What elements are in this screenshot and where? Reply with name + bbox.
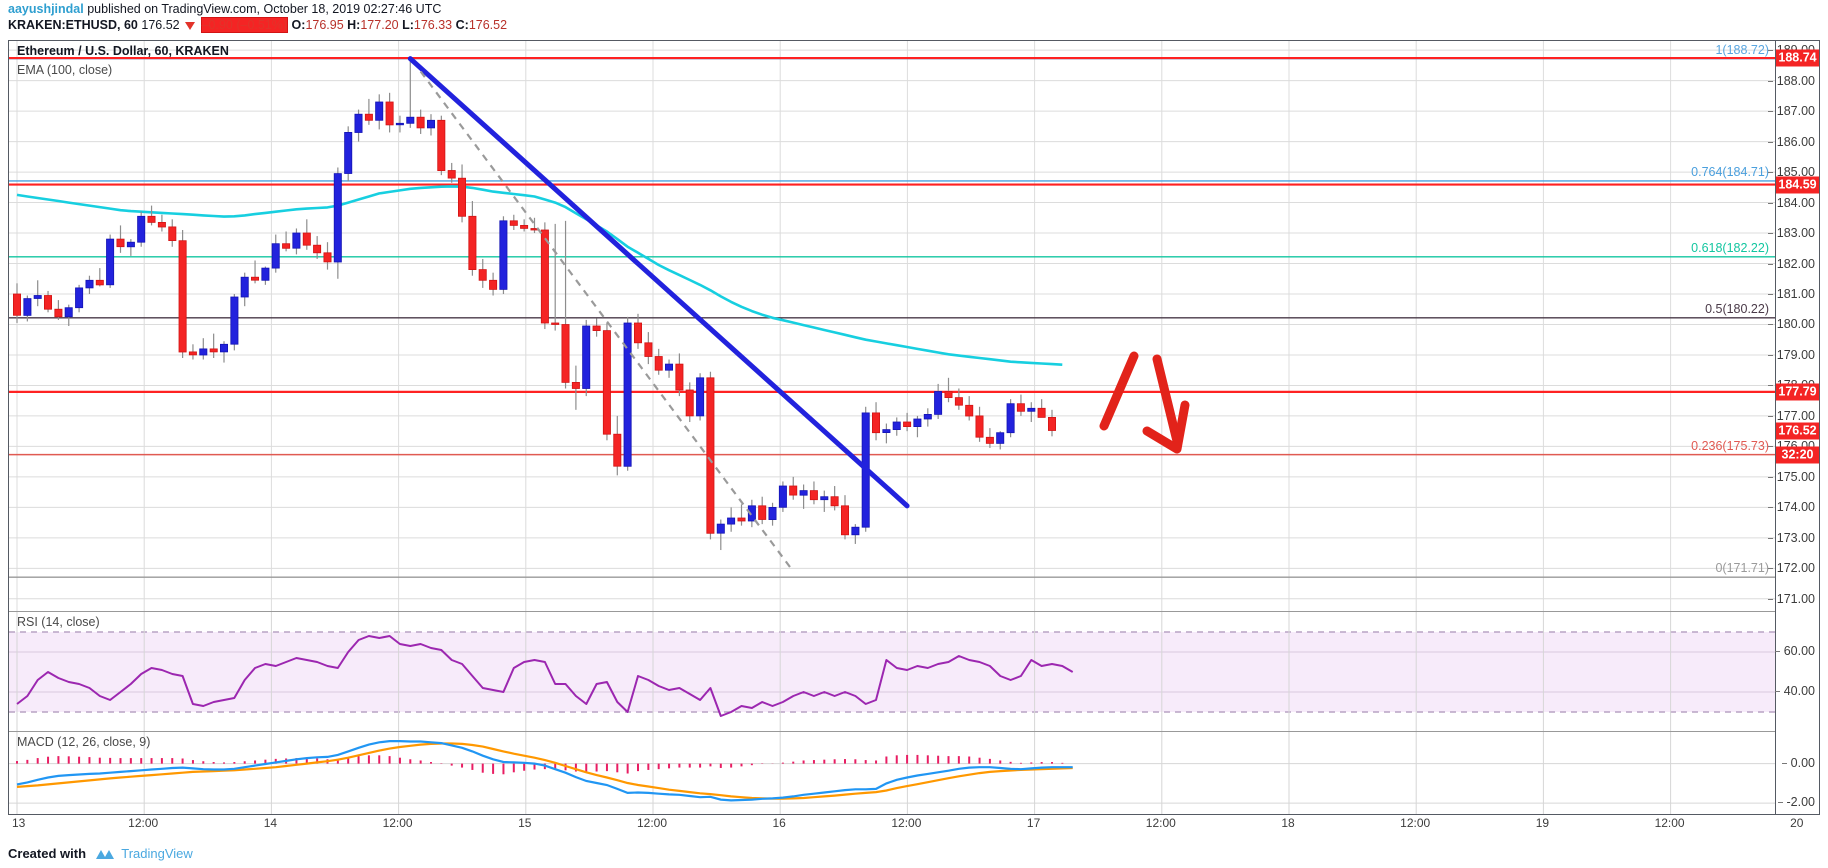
price-axis-tick: 187.00 [1767,104,1815,119]
time-axis-tick: 14 [263,816,278,830]
time-axis-tick: 18 [1281,816,1295,830]
last-price: 176.52 [141,18,180,32]
price-pane[interactable]: Ethereum / U.S. Dollar, 60, KRAKEN EMA (… [9,41,1777,611]
rsi-svg [9,612,1777,732]
close-value: 176.52 [468,18,508,32]
time-axis-tick: 12:00 [128,816,159,830]
author-name[interactable]: aayushjindal [8,2,84,16]
price-axis-tick: 171.00 [1767,591,1815,606]
time-axis-tick: 12:00 [382,816,413,830]
fib-level-label: 1(188.72) [1715,42,1769,57]
time-axis-tick: 12:00 [891,816,922,830]
publisher-line: aayushjindal published on TradingView.co… [8,2,441,16]
macd-svg [9,732,1777,814]
rsi-axis-tick: 60.00 [1774,644,1815,658]
price-change: –0.90 (–0.51%) [200,17,289,33]
time-axis-tick: 17 [1026,816,1041,830]
price-axis-tick: 179.00 [1767,347,1815,362]
rsi-study-label: RSI (14, close) [17,615,100,629]
open-value: 176.95 [305,18,344,32]
fib-level-label: 0.5(180.22) [1705,301,1769,316]
price-badge: 188.74 [1776,49,1819,67]
low-label: L: [402,18,414,32]
quote-line: KRAKEN:ETHUSD, 60 176.52 –0.90 (–0.51%) … [8,17,508,33]
footer: Created with TradingView [8,846,193,861]
triangle-down-icon [185,22,196,30]
high-value: 177.20 [360,18,399,32]
time-axis-tick: 13 [12,816,26,830]
macd-axis-tick: -2.00 [1777,795,1815,810]
fib-level-label: 0.618(182.22) [1691,240,1769,255]
plot-area[interactable]: Ethereum / U.S. Dollar, 60, KRAKEN EMA (… [9,41,1777,814]
rsi-pane[interactable]: RSI (14, close) [9,611,1777,732]
macd-pane[interactable]: MACD (12, 26, close, 9) [9,731,1777,814]
price-badge: 184.59 [1776,176,1819,194]
time-axis-tick: 12:00 [1145,816,1176,830]
chart-title: Ethereum / U.S. Dollar, 60, KRAKEN [17,44,229,58]
fib-level-label: 0(171.71) [1715,561,1769,576]
close-label: C: [455,18,469,32]
price-badge: 177.79 [1776,383,1819,401]
price-axis-tick: 181.00 [1767,286,1815,301]
time-axis-tick: 12:00 [636,816,668,830]
price-axis-tick: 185.00 [1767,165,1815,180]
price-scale[interactable]: 189.00188.00187.00186.00185.00184.00183.… [1767,41,1819,814]
tradingview-brand[interactable]: TradingView [121,846,193,861]
price-axis-tick: 180.00 [1767,317,1815,332]
symbol-label[interactable]: KRAKEN:ETHUSD, 60 [8,18,138,32]
price-badge: 176.52 [1776,422,1819,440]
macd-axis-tick: 0.00 [1781,755,1815,770]
ema-study-label: EMA (100, close) [17,63,113,77]
high-label: H: [347,18,361,32]
price-axis-tick: 172.00 [1767,561,1815,576]
price-axis-tick: 177.00 [1767,408,1815,423]
time-axis-tick: 12:00 [1400,816,1431,830]
created-with-label: Created with [8,846,87,861]
time-axis-tick: 20 [1790,816,1804,830]
time-axis-tick: 15 [518,816,532,830]
price-axis-tick: 173.00 [1767,530,1815,545]
price-axis-tick: 186.00 [1767,134,1815,149]
fib-level-label: 0.764(184.71) [1691,164,1769,179]
price-badge: 32:20 [1776,446,1819,464]
rsi-axis-tick: 40.00 [1774,684,1815,698]
open-label: O: [291,18,306,32]
low-value: 176.33 [413,18,453,32]
price-axis-tick: 175.00 [1767,469,1815,484]
price-svg [9,41,1777,611]
published-text: published on TradingView.com, October 18… [83,2,442,16]
time-axis-tick: 16 [772,816,786,830]
time-axis-tick: 12:00 [1654,816,1685,830]
price-axis-tick: 184.00 [1767,195,1815,210]
fib-level-label: 0.236(175.73) [1691,438,1769,453]
chart-frame[interactable]: Ethereum / U.S. Dollar, 60, KRAKEN EMA (… [8,40,1820,815]
time-axis[interactable]: 13 12:00 14 12:00 15 12:00 16 12:00 17 12:00 18 12:… [8,815,1820,837]
price-axis-tick: 182.00 [1767,256,1815,271]
price-axis-tick: 174.00 [1767,500,1815,515]
macd-study-label: MACD (12, 26, close, 9) [17,735,151,749]
price-axis-tick: 188.00 [1767,73,1815,88]
time-axis-tick: 19 [1535,816,1550,830]
tradingview-logo-icon [95,850,114,859]
price-axis-tick: 183.00 [1767,226,1815,241]
